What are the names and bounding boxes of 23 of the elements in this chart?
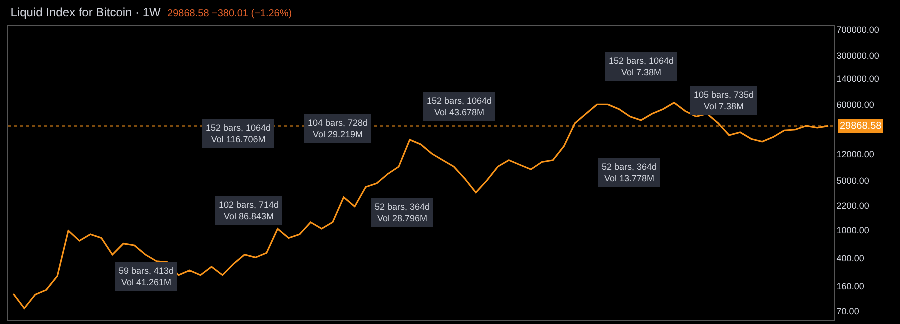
y-tick-label: 2200.00 [836,201,870,212]
ref-line-label: 29868.58 [840,121,882,132]
y-tick-label: 5000.00 [836,176,870,186]
annotation: 152 bars, 1064d Vol 7.38M [609,56,674,78]
annotation: 52 bars, 364d Vol 28.796M [375,202,430,224]
annotation: 152 bars, 1064d Vol 43.678M [427,96,492,118]
annotation: 59 bars, 413d Vol 41.261M [119,266,174,288]
chart-subtitle: 29868.58 −380.01 (−1.26%) [168,8,292,20]
y-tick-label: 60000.00 [836,100,874,110]
y-tick-label: 400.00 [836,253,864,264]
chart-title: Liquid Index for Bitcoin · 1W [10,6,162,20]
annotation: 104 bars, 728d Vol 29.219M [308,118,368,140]
annotation: 105 bars, 735d Vol 7.38M [694,90,754,112]
y-tick-label: 300000.00 [836,50,880,61]
y-tick-label: 160.00 [836,281,864,292]
annotation: 102 bars, 714d Vol 86.843M [219,200,280,222]
annotation: 152 bars, 1064d Vol 116.706M [206,123,272,145]
y-tick-label: 12000.00 [836,149,874,160]
y-tick-label: 70.00 [836,306,860,317]
y-tick-label: 1000.00 [836,225,870,236]
annotation: 52 bars, 364d Vol 13.778M [602,162,658,184]
y-tick-label: 140000.00 [836,74,880,84]
y-tick-label: 700000.00 [836,24,880,35]
